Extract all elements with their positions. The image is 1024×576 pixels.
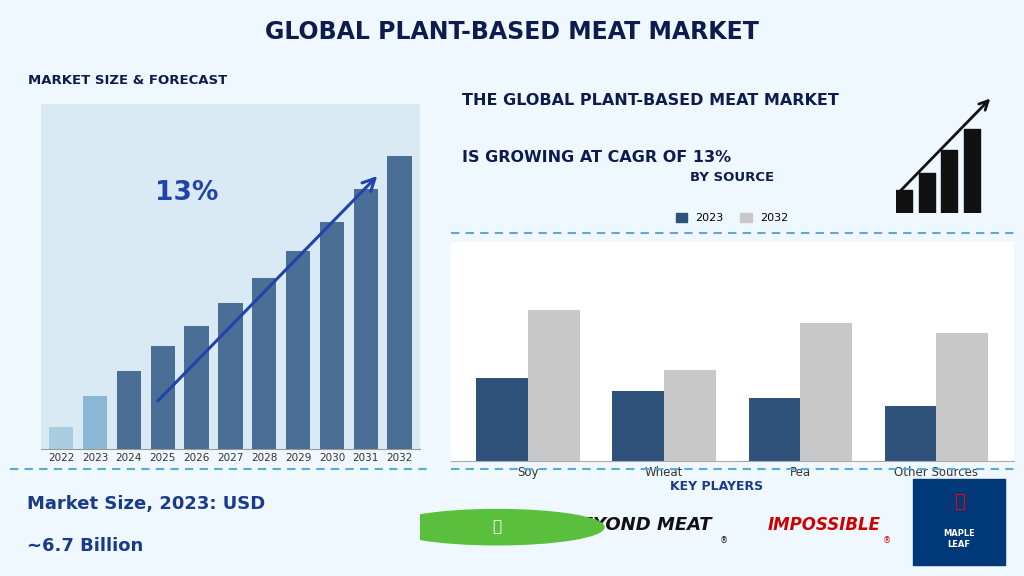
- Circle shape: [390, 510, 604, 545]
- Bar: [218, 303, 243, 449]
- Bar: [528, 310, 580, 461]
- Bar: [319, 222, 344, 449]
- Text: Market Size, 2023: USD: Market Size, 2023: USD: [27, 495, 265, 513]
- Text: MARKET SIZE & FORECAST: MARKET SIZE & FORECAST: [29, 74, 227, 87]
- Text: ®: ®: [883, 536, 891, 545]
- Text: IS GROWING AT CAGR OF 13%: IS GROWING AT CAGR OF 13%: [462, 150, 731, 165]
- Text: 🍁: 🍁: [953, 492, 965, 511]
- Text: KEY PLAYERS: KEY PLAYERS: [671, 480, 763, 493]
- Text: BY SOURCE: BY SOURCE: [690, 170, 774, 184]
- Bar: [665, 370, 716, 461]
- Bar: [912, 479, 1005, 566]
- Text: 13%: 13%: [155, 180, 218, 206]
- Legend: 2023, 2032: 2023, 2032: [671, 208, 794, 228]
- Bar: [800, 323, 852, 461]
- Bar: [919, 173, 935, 213]
- Text: BEYOND MEAT: BEYOND MEAT: [567, 516, 712, 534]
- Bar: [49, 427, 74, 449]
- Bar: [936, 334, 988, 461]
- Bar: [896, 190, 912, 213]
- Bar: [612, 391, 665, 461]
- Text: GLOBAL PLANT-BASED MEAT MARKET: GLOBAL PLANT-BASED MEAT MARKET: [265, 20, 759, 44]
- Bar: [286, 251, 310, 449]
- Text: MAPLE
LEAF: MAPLE LEAF: [943, 529, 975, 550]
- Bar: [941, 150, 957, 213]
- Text: ®: ®: [720, 536, 728, 545]
- Text: 🐄: 🐄: [493, 520, 502, 535]
- Bar: [184, 325, 209, 449]
- Text: THE GLOBAL PLANT-BASED MEAT MARKET: THE GLOBAL PLANT-BASED MEAT MARKET: [462, 93, 839, 108]
- Text: ~6.7 Billion: ~6.7 Billion: [27, 537, 143, 555]
- Bar: [353, 190, 378, 449]
- Bar: [885, 406, 936, 461]
- Bar: [476, 377, 528, 461]
- Text: IMPOSSIBLE: IMPOSSIBLE: [767, 516, 881, 534]
- Bar: [252, 278, 276, 449]
- Bar: [83, 396, 108, 449]
- Bar: [117, 371, 141, 449]
- Bar: [387, 157, 412, 449]
- Bar: [749, 399, 800, 461]
- Bar: [151, 346, 175, 449]
- Bar: [964, 130, 980, 213]
